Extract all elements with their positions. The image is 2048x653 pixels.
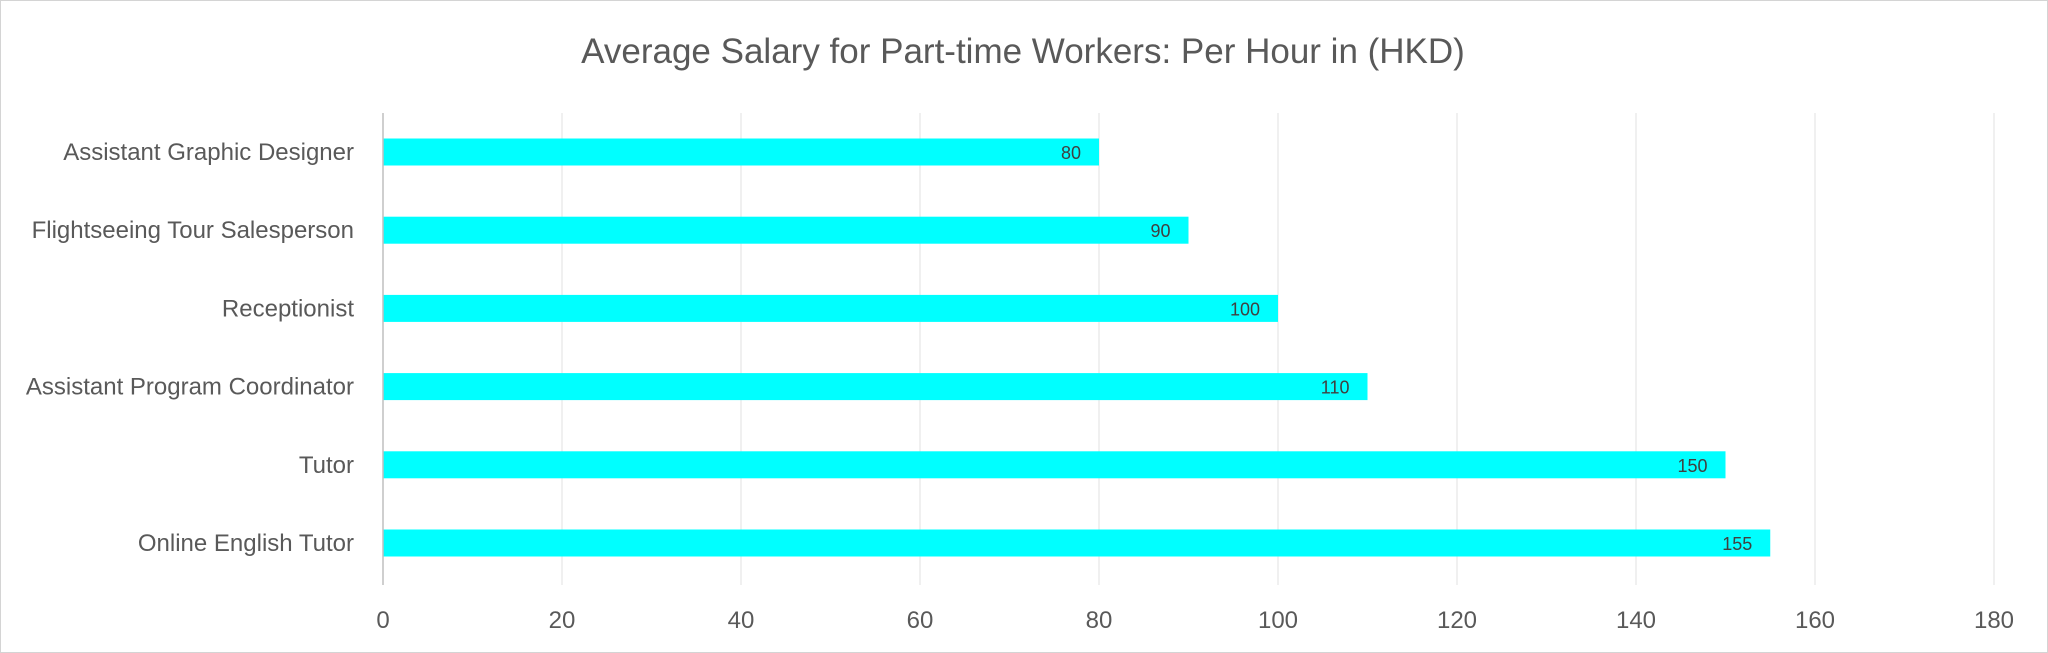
- category-label-flightseeing-tour-salesperson: Flightseeing Tour Salesperson: [32, 217, 354, 244]
- x-tick-label-140: 140: [1616, 607, 1656, 634]
- category-label-online-english-tutor: Online English Tutor: [138, 530, 354, 557]
- data-label-assistant-program-coordinator: 110: [1321, 378, 1350, 398]
- x-tick-label-160: 160: [1795, 607, 1835, 634]
- data-label-flightseeing-tour-salesperson: 90: [1150, 221, 1170, 241]
- bars: [383, 138, 1771, 557]
- chart-title: Average Salary for Part-time Workers: Pe…: [581, 32, 1465, 71]
- bar-tutor: [383, 451, 1726, 479]
- bar-flightseeing-tour-salesperson: [383, 216, 1189, 244]
- bar-assistant-program-coordinator: [383, 373, 1368, 401]
- data-label-assistant-graphic-designer: 80: [1061, 143, 1081, 163]
- x-tick-label-40: 40: [728, 607, 755, 634]
- bar-online-english-tutor: [383, 529, 1771, 557]
- x-tick-label-0: 0: [376, 607, 389, 634]
- data-label-tutor: 150: [1677, 456, 1707, 476]
- category-label-assistant-graphic-designer: Assistant Graphic Designer: [63, 139, 354, 166]
- data-label-online-english-tutor: 155: [1722, 534, 1752, 554]
- bar-receptionist: [383, 294, 1278, 322]
- x-tick-labels: 0 20 40 60 80 100 120 140 160 180: [376, 607, 2014, 634]
- category-label-receptionist: Receptionist: [222, 295, 354, 322]
- category-labels: Assistant Graphic Designer Flightseeing T…: [26, 139, 354, 557]
- category-label-assistant-program-coordinator: Assistant Program Coordinator: [26, 374, 354, 401]
- x-tick-label-20: 20: [549, 607, 576, 634]
- gridlines: [561, 113, 1995, 585]
- data-labels: 80 90 100 110 150 155: [1061, 143, 1752, 554]
- x-tick-label-80: 80: [1086, 607, 1113, 634]
- data-label-receptionist: 100: [1230, 299, 1260, 319]
- x-tick-label-100: 100: [1258, 607, 1298, 634]
- x-tick-label-60: 60: [907, 607, 934, 634]
- category-label-tutor: Tutor: [299, 452, 354, 479]
- x-tick-label-120: 120: [1437, 607, 1477, 634]
- x-tick-label-180: 180: [1974, 607, 2014, 634]
- bar-assistant-graphic-designer: [383, 138, 1099, 166]
